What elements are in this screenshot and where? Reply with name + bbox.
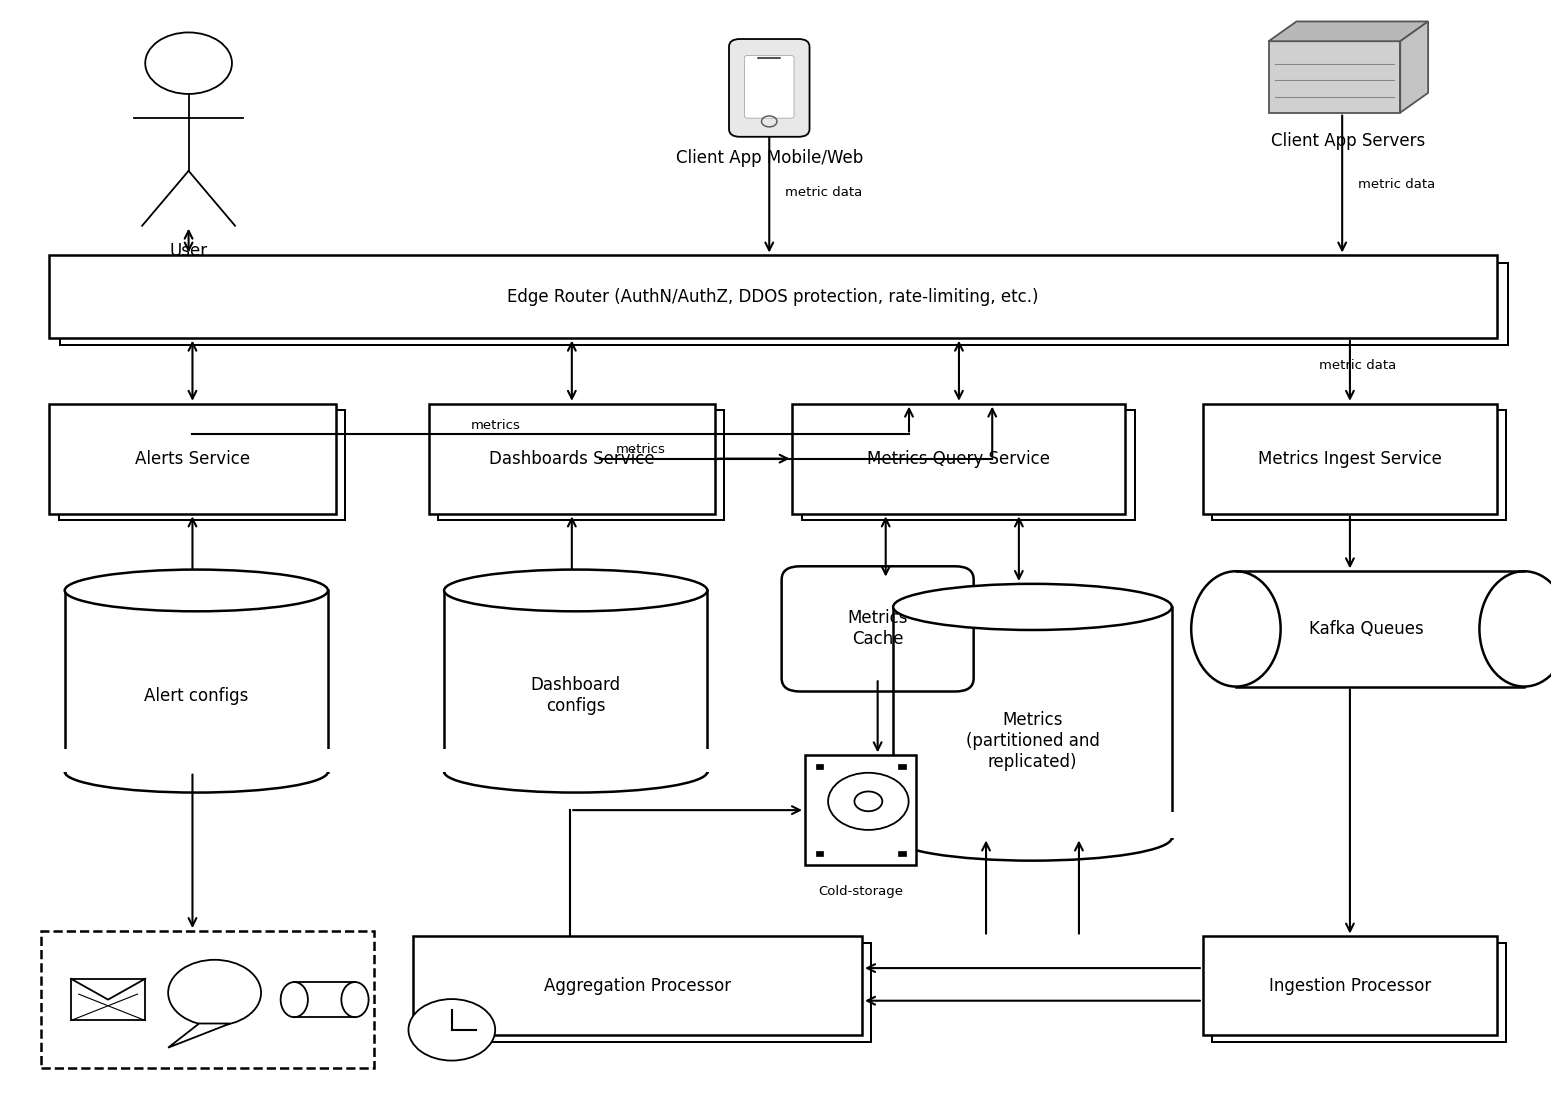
Bar <box>1268 41 1400 113</box>
Text: Alert configs: Alert configs <box>145 687 249 704</box>
Bar <box>816 764 824 769</box>
Text: Client App Mobile/Web: Client App Mobile/Web <box>676 149 862 167</box>
Ellipse shape <box>894 815 1172 861</box>
Bar <box>1235 571 1479 687</box>
Text: Kafka Queues: Kafka Queues <box>1308 619 1423 638</box>
Ellipse shape <box>342 983 368 1017</box>
Bar <box>294 983 354 1017</box>
Bar <box>423 943 872 1042</box>
Text: Alerts Service: Alerts Service <box>135 449 250 468</box>
Bar <box>429 404 715 513</box>
Bar <box>805 755 917 866</box>
Polygon shape <box>1400 21 1428 113</box>
Bar <box>50 255 1497 338</box>
Text: Metrics
Cache: Metrics Cache <box>847 609 908 648</box>
Bar <box>1212 411 1506 520</box>
Text: Metrics Query Service: Metrics Query Service <box>867 449 1051 468</box>
Ellipse shape <box>281 983 308 1017</box>
Ellipse shape <box>444 570 707 612</box>
Bar <box>440 749 712 772</box>
FancyBboxPatch shape <box>782 566 974 691</box>
Bar <box>894 607 1172 838</box>
Text: Aggregation Processor: Aggregation Processor <box>544 977 732 995</box>
Text: metrics: metrics <box>471 420 521 432</box>
Bar <box>61 749 333 772</box>
Text: Metrics Ingest Service: Metrics Ingest Service <box>1259 449 1442 468</box>
Bar <box>898 851 906 857</box>
Ellipse shape <box>65 751 328 793</box>
Bar <box>71 979 145 1020</box>
Bar <box>50 404 336 513</box>
Circle shape <box>409 999 496 1061</box>
Text: Ingestion Processor: Ingestion Processor <box>1268 977 1431 995</box>
Bar <box>413 936 862 1036</box>
Text: metrics: metrics <box>615 443 665 456</box>
Bar <box>438 411 724 520</box>
Bar <box>61 263 1507 346</box>
Text: Dashboards Service: Dashboards Service <box>490 449 654 468</box>
Ellipse shape <box>1192 571 1280 687</box>
Bar <box>294 983 342 1017</box>
Text: Metrics
(partitioned and
replicated): Metrics (partitioned and replicated) <box>965 711 1099 771</box>
FancyBboxPatch shape <box>744 55 794 118</box>
Text: metric data: metric data <box>785 185 862 199</box>
Bar <box>1203 936 1497 1036</box>
Bar <box>444 591 707 772</box>
Bar <box>65 591 328 772</box>
Text: Cold-storage: Cold-storage <box>817 884 903 898</box>
Text: metric data: metric data <box>1358 178 1434 191</box>
Bar <box>898 764 906 769</box>
Bar <box>1235 571 1524 687</box>
FancyBboxPatch shape <box>729 39 810 137</box>
Bar <box>802 411 1134 520</box>
Bar <box>793 404 1125 513</box>
Ellipse shape <box>444 751 707 793</box>
Ellipse shape <box>1479 571 1554 687</box>
Polygon shape <box>168 1023 230 1048</box>
Polygon shape <box>1268 21 1428 41</box>
Bar <box>889 813 1176 838</box>
Ellipse shape <box>65 570 328 612</box>
Text: User: User <box>169 242 208 261</box>
Text: Client App Servers: Client App Servers <box>1271 132 1425 150</box>
Text: Dashboard
configs: Dashboard configs <box>530 676 620 715</box>
Bar <box>1203 404 1497 513</box>
Ellipse shape <box>894 584 1172 630</box>
Text: Edge Router (AuthN/AuthZ, DDOS protection, rate-limiting, etc.): Edge Router (AuthN/AuthZ, DDOS protectio… <box>507 288 1040 306</box>
Text: metric data: metric data <box>1319 359 1395 372</box>
Bar <box>1212 943 1506 1042</box>
Bar <box>816 851 824 857</box>
Bar <box>42 931 375 1069</box>
Bar <box>59 411 345 520</box>
